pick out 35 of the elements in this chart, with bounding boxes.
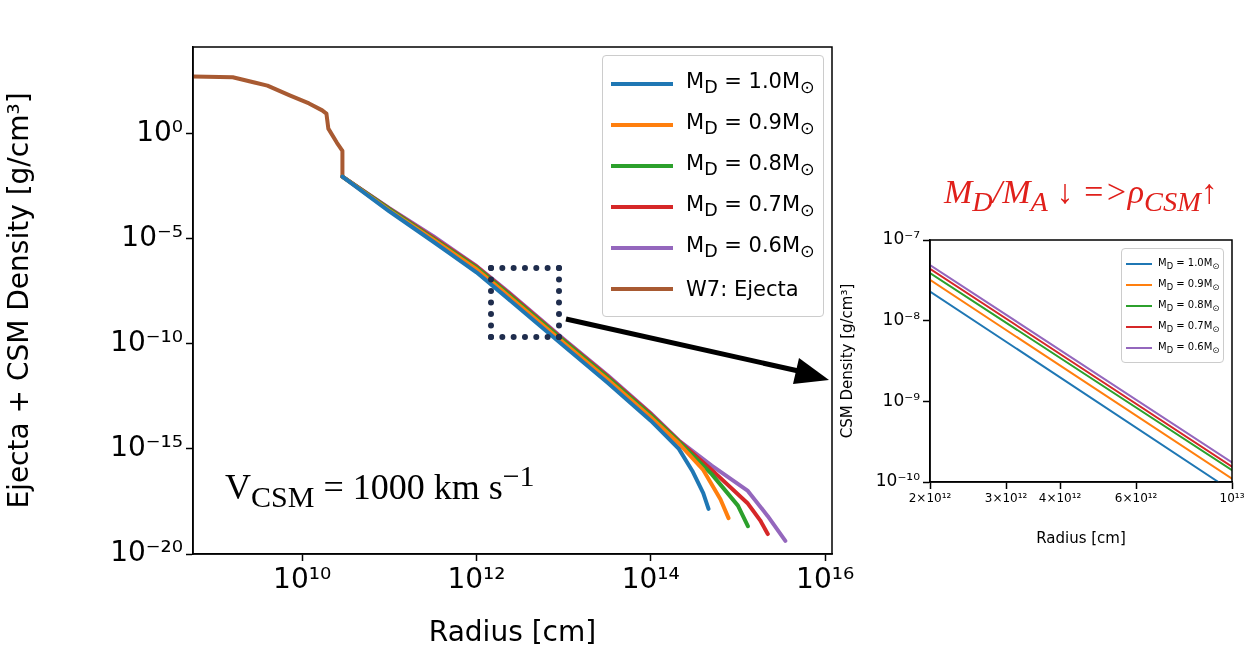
legend-label: M$_{D}$ = 0.6M$_{⊙}$ <box>686 233 815 262</box>
x-tick-label: 2×10¹² <box>908 491 952 506</box>
legend-label: W7: Ejecta <box>686 276 799 301</box>
y-tick-label: 10⁻⁵ <box>121 219 183 253</box>
y-tick-label: 10⁻¹⁰ <box>875 470 921 491</box>
legend-label: M$_{D}$ = 0.8M$_{⊙}$ <box>686 151 815 180</box>
x-axis-title: Radius [cm] <box>1036 528 1126 547</box>
legend-label: M$_{D}$ = 0.7M$_{⊙}$ <box>686 192 815 221</box>
y-tick-label: 10⁻¹⁰ <box>110 325 183 359</box>
x-tick-label: 10¹⁴ <box>621 562 680 596</box>
legend-label: M$_{D}$ = 0.8M$_{⊙}$ <box>1158 298 1220 313</box>
legend-label: M$_{D}$ = 0.9M$_{⊙}$ <box>1158 277 1220 292</box>
y-tick-label: 10⁻⁹ <box>882 389 921 410</box>
x-tick-label: 10¹⁶ <box>796 562 855 596</box>
x-axis-title: Radius [cm] <box>428 615 597 649</box>
legend-label: M$_{D}$ = 0.6M$_{⊙}$ <box>1158 340 1220 355</box>
x-tick-label: 4×10¹² <box>1038 491 1082 506</box>
x-tick-label: 10¹² <box>447 562 506 596</box>
x-tick-label: 3×10¹² <box>984 491 1028 506</box>
y-tick-label: 10⁻¹⁵ <box>110 430 183 464</box>
legend-label: M$_{D}$ = 1.0M$_{⊙}$ <box>1158 256 1220 271</box>
x-tick-label: 6×10¹² <box>1114 491 1158 506</box>
x-tick-label: 10¹³ <box>1219 491 1245 506</box>
y-tick-label: 10⁻²⁰ <box>110 535 183 569</box>
y-tick-label: 10⁻⁸ <box>882 309 921 330</box>
x-tick-label: 10¹⁰ <box>273 562 332 596</box>
legend-label: M$_{D}$ = 0.7M$_{⊙}$ <box>1158 319 1220 334</box>
chart-title: M$_{D}$/M$_{A}$ ↓ =>ρ$_{CSM}$↑ <box>944 173 1218 218</box>
y-tick-label: 10⁰ <box>136 114 183 148</box>
y-axis-title: CSM Density [g/cm³] <box>837 283 856 439</box>
legend-label: M$_{D}$ = 1.0M$_{⊙}$ <box>686 69 815 98</box>
annotation: V$_{CSM}$ = 1000 km s$^{−1}$ <box>225 459 535 515</box>
y-tick-label: 10⁻⁷ <box>882 228 921 249</box>
legend-label: M$_{D}$ = 0.9M$_{⊙}$ <box>686 110 815 139</box>
y-axis-title: Ejecta + CSM Density [g/cm³] <box>2 92 36 509</box>
